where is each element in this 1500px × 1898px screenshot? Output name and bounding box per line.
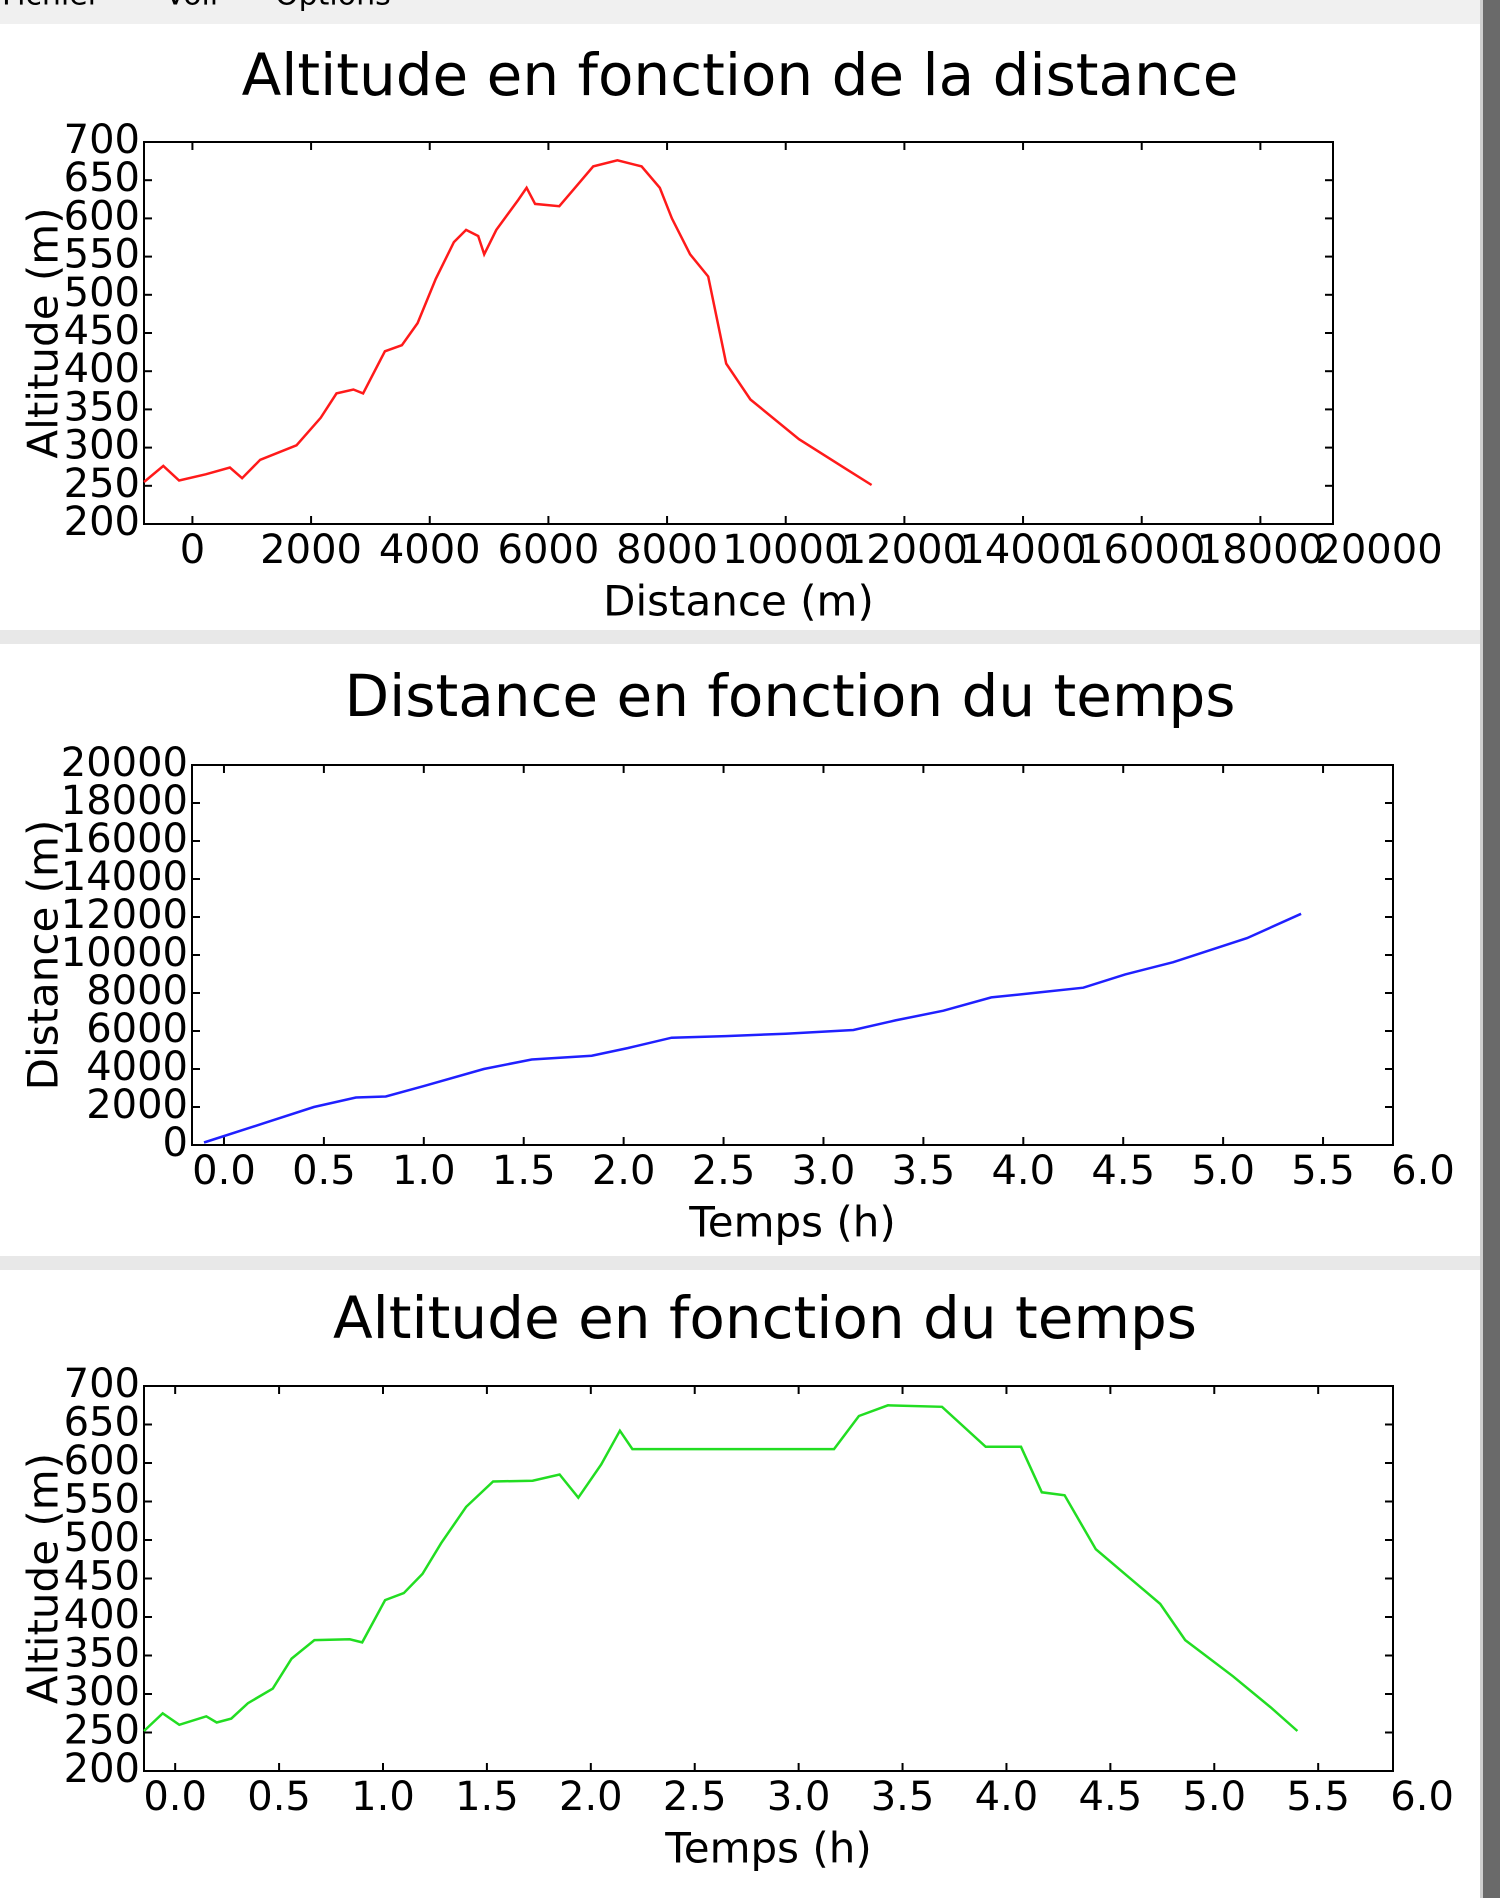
y-tick-label: 0 (163, 1120, 188, 1166)
chart-title: Distance en fonction du temps (345, 662, 1236, 730)
x-tick-label: 20000 (1315, 527, 1442, 573)
menu-bar (0, 0, 1483, 24)
x-tick-label: 2.0 (559, 1774, 623, 1820)
y-axis-label: Altitude (m) (19, 207, 68, 458)
y-tick-label: 300 (64, 1669, 140, 1715)
x-tick-label: 4.0 (991, 1148, 1055, 1194)
x-tick-label: 0.5 (292, 1148, 356, 1194)
y-tick-label: 350 (64, 1631, 140, 1677)
x-tick-label: 2000 (260, 527, 362, 573)
x-tick-label: 0.5 (247, 1774, 311, 1820)
x-tick-label: 16000 (1078, 527, 1205, 573)
y-tick-label: 450 (64, 1554, 140, 1600)
x-tick-label: 14000 (959, 527, 1086, 573)
y-tick-label: 500 (64, 270, 140, 316)
y-tick-label: 2000 (86, 1082, 188, 1128)
x-tick-label: 1.5 (455, 1774, 519, 1820)
y-tick-label: 20000 (61, 740, 188, 786)
y-tick-label: 14000 (61, 854, 188, 900)
x-tick-label: 6.0 (1391, 1148, 1455, 1194)
x-tick-label: 2.5 (663, 1774, 727, 1820)
x-tick-label: 3.0 (767, 1774, 831, 1820)
y-tick-label: 200 (64, 499, 140, 545)
plot-area (143, 1385, 1394, 1772)
y-tick-label: 450 (64, 308, 140, 354)
separator (0, 630, 1483, 644)
y-tick-label: 650 (64, 1400, 140, 1446)
window-border (1480, 0, 1483, 1898)
x-tick-label: 5.0 (1182, 1774, 1246, 1820)
x-tick-label: 4.5 (1079, 1774, 1143, 1820)
x-tick-label: 4.0 (975, 1774, 1039, 1820)
x-tick-label: 4000 (379, 527, 481, 573)
y-tick-label: 18000 (61, 778, 188, 824)
x-tick-label: 5.5 (1291, 1148, 1355, 1194)
x-tick-label: 6.0 (1390, 1774, 1454, 1820)
y-tick-label: 550 (64, 232, 140, 278)
y-tick-label: 600 (64, 1438, 140, 1484)
y-tick-label: 8000 (86, 968, 188, 1014)
menu-item[interactable]: Voir (165, 0, 223, 13)
x-tick-label: 5.0 (1191, 1148, 1255, 1194)
x-tick-label: 1.0 (351, 1774, 415, 1820)
y-tick-label: 200 (64, 1746, 140, 1792)
y-tick-label: 400 (64, 1592, 140, 1638)
chart-title: Altitude en fonction de la distance (242, 41, 1239, 109)
x-tick-label: 2.0 (592, 1148, 656, 1194)
y-tick-label: 4000 (86, 1044, 188, 1090)
y-tick-label: 6000 (86, 1006, 188, 1052)
plot-area (191, 764, 1394, 1146)
x-tick-label: 3.5 (892, 1148, 956, 1194)
window-edge (1483, 0, 1500, 1898)
y-tick-label: 250 (64, 461, 140, 507)
x-tick-label: 5.5 (1286, 1774, 1350, 1820)
menu-item[interactable]: Options (275, 0, 391, 13)
chart-title: Altitude en fonction du temps (333, 1284, 1197, 1352)
x-tick-label: 2.5 (692, 1148, 756, 1194)
y-tick-label: 700 (64, 117, 140, 163)
x-tick-label: 1.5 (492, 1148, 556, 1194)
data-line (203, 912, 1302, 1144)
x-tick-label: 0.0 (143, 1774, 207, 1820)
y-axis-label: Distance (m) (19, 820, 68, 1091)
x-tick-label: 18000 (1197, 527, 1324, 573)
y-tick-label: 250 (64, 1708, 140, 1754)
x-tick-label: 1.0 (392, 1148, 456, 1194)
x-axis-label: Temps (h) (688, 1198, 896, 1247)
x-tick-label: 12000 (841, 527, 968, 573)
data-line (143, 1404, 1299, 1732)
y-tick-label: 300 (64, 423, 140, 469)
x-tick-label: 4.5 (1091, 1148, 1155, 1194)
x-axis-label: Distance (m) (603, 577, 874, 626)
y-tick-label: 500 (64, 1515, 140, 1561)
data-line (143, 159, 873, 487)
x-axis-label: Temps (h) (664, 1824, 872, 1873)
y-tick-label: 400 (64, 346, 140, 392)
y-tick-label: 350 (64, 384, 140, 430)
plot-area (143, 141, 1334, 525)
y-tick-label: 600 (64, 193, 140, 239)
y-tick-label: 700 (64, 1361, 140, 1407)
x-tick-label: 0 (180, 527, 205, 573)
x-tick-label: 6000 (498, 527, 600, 573)
y-tick-label: 16000 (61, 816, 188, 862)
y-tick-label: 650 (64, 155, 140, 201)
x-tick-label: 3.0 (792, 1148, 856, 1194)
y-tick-label: 12000 (61, 892, 188, 938)
x-tick-label: 3.5 (871, 1774, 935, 1820)
y-axis-label: Altitude (m) (19, 1453, 68, 1704)
x-tick-label: 10000 (722, 527, 849, 573)
x-tick-label: 8000 (616, 527, 718, 573)
x-tick-label: 0.0 (192, 1148, 256, 1194)
menu-item[interactable]: Fichier (2, 0, 101, 13)
separator (0, 1256, 1483, 1270)
y-tick-label: 550 (64, 1477, 140, 1523)
y-tick-label: 10000 (61, 930, 188, 976)
